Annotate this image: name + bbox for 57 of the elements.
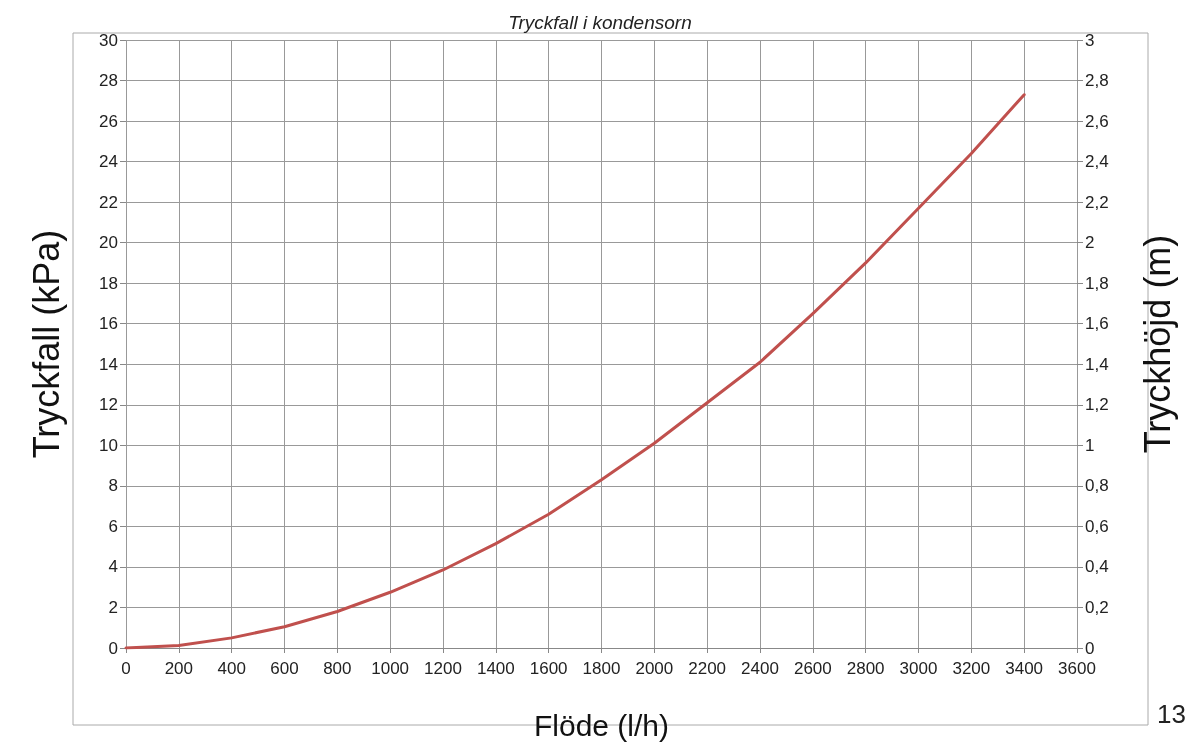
x-tick-label: 400 [217, 659, 246, 678]
y2-tick-label: 0,4 [1085, 557, 1109, 577]
y-tick-label: 28 [99, 71, 118, 91]
x-tick-label: 2600 [793, 659, 832, 678]
y2-tick-label: 1,4 [1085, 354, 1109, 374]
x-tick-label: 2200 [688, 659, 727, 678]
y2-tick-label: 2,6 [1085, 111, 1109, 131]
y2-tick-label: 0 [1085, 638, 1095, 658]
x-tick-label: 2800 [846, 659, 885, 678]
y-tick-label: 6 [108, 516, 118, 536]
x-axis-title: Flöde (l/h) [533, 708, 670, 742]
y-tick-label: 4 [108, 557, 118, 577]
y-tick-label: 0 [108, 638, 118, 658]
y-tick-label: 8 [108, 476, 118, 496]
x-tick-label: 1400 [476, 659, 515, 678]
y2-tick-label: 1,2 [1085, 395, 1109, 415]
x-tick-label: 600 [270, 659, 299, 678]
y-tick-label: 16 [99, 314, 118, 334]
y2-tick-label: 2,8 [1085, 71, 1109, 91]
x-tick-label: 3000 [899, 659, 938, 678]
x-tick-label: 1200 [424, 659, 462, 678]
y-tick-label: 26 [99, 111, 118, 131]
x-tick-label: 200 [164, 659, 194, 678]
y-tick-label: 20 [99, 233, 118, 253]
x-tick-label: 1800 [582, 659, 621, 678]
y-tick-label: 12 [99, 395, 118, 415]
x-tick-label: 1600 [529, 659, 568, 678]
x-tick-label: 3600 [1058, 659, 1096, 678]
line-series [124, 93, 1026, 650]
y2-tick-label: 0,8 [1085, 476, 1109, 496]
y2-tick-label: 1,6 [1085, 314, 1109, 334]
y-tick-label: 14 [99, 354, 118, 374]
y2-tick-label: 2 [1085, 233, 1095, 253]
y2-tick-label: 0,6 [1085, 516, 1109, 536]
y2-tick-label: 3 [1085, 30, 1095, 50]
y-tick-label: 2 [108, 597, 118, 617]
chart-title: Tryckfall i kondensorn [508, 12, 692, 33]
y-tick-label: 30 [99, 30, 118, 50]
y-axis-title: Tryckfall (kPa) [25, 229, 67, 459]
y2-tick-label: 1 [1085, 435, 1095, 455]
x-tick-label: 1000 [371, 659, 410, 678]
y-tick-label: 10 [99, 435, 118, 455]
text: 13 [1157, 699, 1186, 729]
x-tick-label: 3400 [1005, 659, 1044, 678]
y-tick-label: 18 [99, 273, 118, 293]
y-tick-label: 22 [99, 192, 118, 212]
y2-tick-label: 2,4 [1085, 152, 1109, 172]
x-tick-label: 2400 [741, 659, 779, 678]
x-tick-label: 3200 [952, 659, 991, 678]
y2-tick-label: 2,2 [1085, 192, 1109, 212]
y2-tick-label: 1,8 [1085, 273, 1109, 293]
x-tick-label: 2000 [635, 659, 674, 678]
y2-axis-title: Tryckhöjd (m) [1136, 234, 1178, 454]
y-tick-label: 24 [99, 152, 118, 172]
x-tick-label: 0 [121, 659, 131, 678]
y2-tick-label: 0,2 [1085, 597, 1109, 617]
x-tick-label: 800 [323, 659, 352, 678]
